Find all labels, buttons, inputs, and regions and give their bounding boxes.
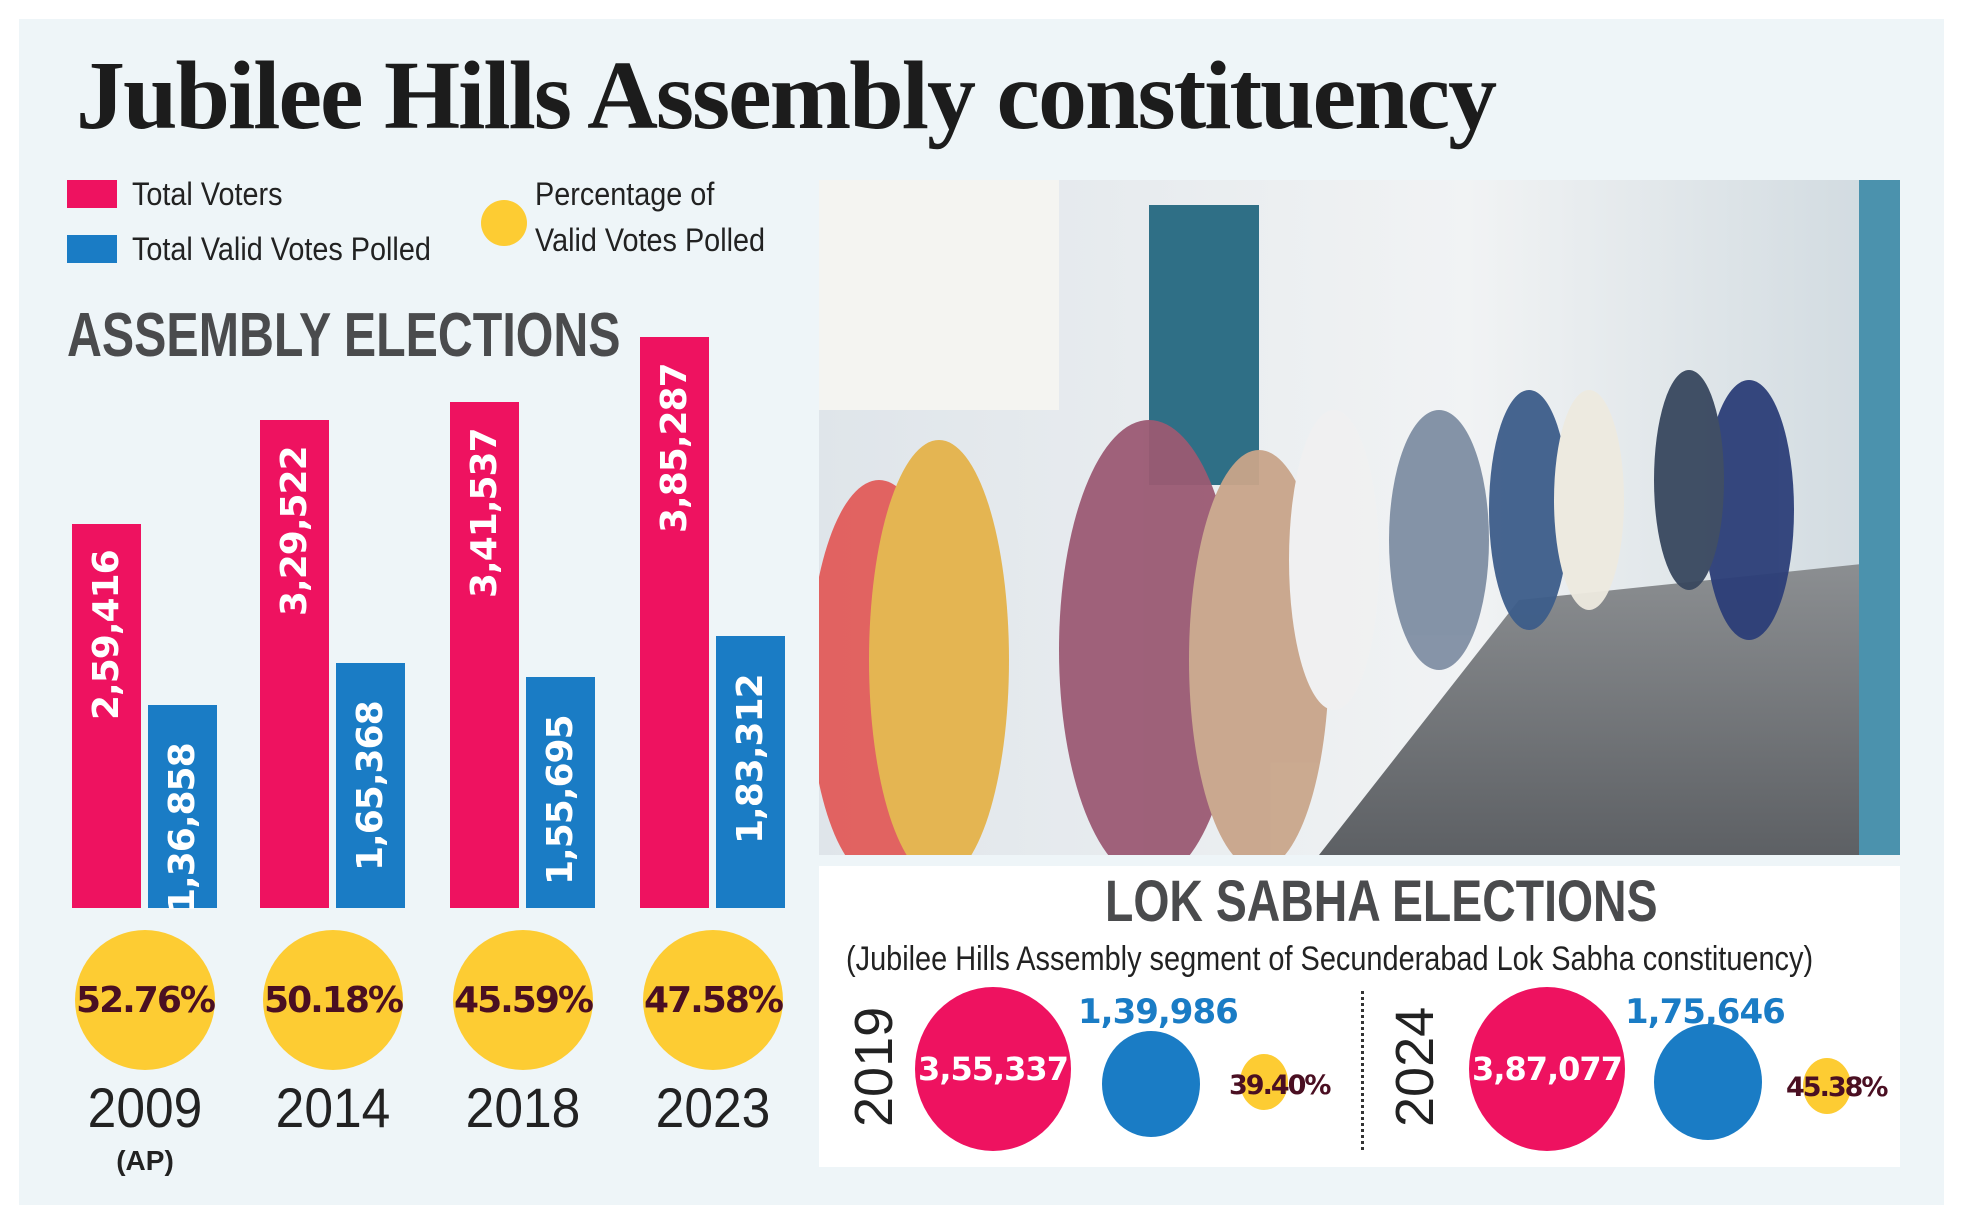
year-label: 2023 bbox=[655, 1076, 771, 1139]
bubble-valid-votes bbox=[1102, 1031, 1200, 1137]
bubble-valid-votes bbox=[1654, 1024, 1762, 1140]
bubble-percentage bbox=[1240, 1054, 1288, 1110]
year-label: 2014 bbox=[275, 1076, 391, 1139]
bar-valid-votes bbox=[716, 636, 785, 908]
bubble-label-valid-votes: 1,75,646 bbox=[1625, 992, 1786, 1032]
polling-queue-photo bbox=[819, 180, 1900, 855]
bubble-label-percentage: 39.40% bbox=[1229, 1070, 1331, 1101]
bubble-percentage bbox=[1803, 1058, 1851, 1114]
year-note: (AP) bbox=[116, 1145, 174, 1176]
bubble-total-voters: 3,87,077 bbox=[1469, 987, 1625, 1151]
legend-label-percentage-2: Valid Votes Polled bbox=[535, 222, 766, 258]
year-label: 2009 bbox=[87, 1076, 203, 1139]
percentage-label: 52.76% bbox=[76, 979, 216, 1021]
bubble-label-total-voters: 3,55,337 bbox=[918, 1050, 1069, 1088]
percentage-circle: 52.76% bbox=[75, 930, 216, 1070]
bar-valid-votes bbox=[526, 677, 595, 908]
bar-total-voters bbox=[72, 523, 141, 908]
bar-total-voters bbox=[640, 337, 709, 908]
percentage-circle: 47.58% bbox=[643, 930, 784, 1070]
year-label: 2019 bbox=[844, 1006, 904, 1127]
bubble-total-voters: 3,55,337 bbox=[915, 987, 1071, 1151]
lok-sabha-subtitle: (Jubilee Hills Assembly segment of Secun… bbox=[846, 940, 1814, 978]
bar-total-voters bbox=[260, 419, 329, 908]
lok-sabha-title: LOK SABHA ELECTIONS bbox=[1105, 869, 1658, 934]
bubble-label-percentage: 45.38% bbox=[1786, 1072, 1888, 1103]
bar-valid-votes bbox=[336, 662, 405, 908]
assembly-elections-title: ASSEMBLY ELECTIONS bbox=[67, 301, 621, 370]
assembly-bar-chart: 2,59,416 1,36,858 52.76% 2009 (AP) 3,29,522 1,… bbox=[0, 0, 820, 1227]
legend-label-valid-votes: Total Valid Votes Polled bbox=[132, 231, 431, 267]
percentage-label: 47.58% bbox=[644, 979, 784, 1021]
legend-swatch-percentage bbox=[481, 200, 527, 246]
percentage-circle: 45.59% bbox=[453, 930, 594, 1070]
legend-swatch-valid-votes bbox=[67, 235, 117, 263]
bubble-label-valid-votes: 1,39,986 bbox=[1078, 992, 1239, 1032]
year-label: 2024 bbox=[1385, 1006, 1445, 1127]
bubble-label-total-voters: 3,87,077 bbox=[1472, 1050, 1623, 1088]
year-divider bbox=[1361, 991, 1364, 1150]
page-title: Jubilee Hills Assembly constituency bbox=[76, 42, 1497, 150]
percentage-circle: 50.18% bbox=[263, 930, 404, 1070]
bar-total-voters bbox=[450, 401, 519, 908]
legend-swatch-total-voters bbox=[67, 180, 117, 208]
legend-label-percentage-1: Percentage of bbox=[535, 176, 715, 212]
percentage-label: 45.59% bbox=[454, 979, 594, 1021]
percentage-label: 50.18% bbox=[264, 979, 404, 1021]
legend-label-total-voters: Total Voters bbox=[132, 176, 283, 212]
year-label: 2018 bbox=[465, 1076, 581, 1139]
bar-valid-votes bbox=[148, 705, 217, 908]
